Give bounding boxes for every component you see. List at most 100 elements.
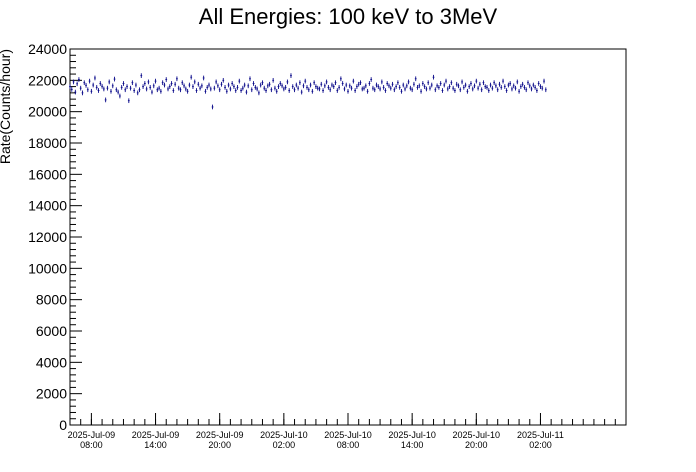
data-point xyxy=(192,84,194,89)
data-point xyxy=(480,87,483,93)
data-point xyxy=(363,85,365,91)
data-point xyxy=(165,77,168,82)
data-point xyxy=(95,85,98,90)
data-point xyxy=(268,81,271,87)
data-point xyxy=(452,85,455,91)
data-point xyxy=(544,87,547,93)
data-point xyxy=(331,82,333,88)
data-point xyxy=(352,78,355,84)
y-tick-label: 6000 xyxy=(36,323,67,339)
data-point xyxy=(347,88,349,94)
data-point xyxy=(468,84,471,89)
data-point xyxy=(238,78,241,84)
data-point xyxy=(313,80,316,86)
data-point xyxy=(127,98,130,104)
data-point xyxy=(432,74,435,80)
data-point xyxy=(509,81,512,86)
data-point xyxy=(359,80,362,86)
data-point xyxy=(498,81,501,87)
data-point xyxy=(525,87,528,93)
data-point xyxy=(186,88,189,94)
data-point xyxy=(478,81,481,87)
data-point xyxy=(409,85,412,91)
data-point xyxy=(72,79,75,85)
data-point xyxy=(136,90,139,96)
data-point xyxy=(218,87,221,93)
data-point xyxy=(110,88,112,94)
data-point xyxy=(200,83,203,89)
data-point xyxy=(113,76,116,82)
data-point xyxy=(523,85,526,90)
data-point xyxy=(418,83,421,89)
data-point xyxy=(486,85,488,90)
data-point xyxy=(475,78,478,84)
data-point xyxy=(315,84,317,89)
data-point xyxy=(416,85,419,90)
data-point xyxy=(541,85,544,91)
data-point xyxy=(202,75,205,81)
data-point xyxy=(345,82,348,88)
data-point xyxy=(206,85,209,90)
data-point xyxy=(405,83,408,89)
data-point xyxy=(291,84,294,89)
data-point xyxy=(495,83,497,89)
data-point xyxy=(236,85,239,90)
data-point xyxy=(427,80,430,86)
data-point xyxy=(368,81,371,86)
data-point xyxy=(334,80,337,86)
data-point xyxy=(181,80,184,86)
y-tick-label: 22000 xyxy=(28,72,67,88)
data-point xyxy=(184,86,187,92)
data-point xyxy=(131,80,134,86)
data-point xyxy=(117,89,120,95)
y-tick-label: 14000 xyxy=(28,198,67,214)
data-point xyxy=(332,84,335,89)
data-point xyxy=(528,83,531,89)
y-tick-label: 20000 xyxy=(28,104,67,120)
data-point xyxy=(288,88,291,93)
data-point xyxy=(138,87,141,93)
data-point xyxy=(534,85,537,90)
data-point xyxy=(386,81,389,86)
data-point xyxy=(306,85,308,90)
data-point xyxy=(519,84,522,89)
data-point xyxy=(145,86,148,92)
data-point xyxy=(111,83,114,89)
data-point xyxy=(92,82,95,88)
data-point xyxy=(106,85,109,91)
data-point xyxy=(167,86,169,92)
data-point xyxy=(149,85,152,90)
data-point xyxy=(300,89,303,95)
data-point xyxy=(120,85,123,90)
data-point xyxy=(156,87,159,93)
data-point xyxy=(407,79,410,85)
data-point xyxy=(309,82,312,88)
x-tick-label-time: 08:00 xyxy=(80,440,103,450)
y-axis-title: Rate(Counts/hour) xyxy=(0,49,13,164)
data-point xyxy=(322,88,324,93)
data-point xyxy=(143,81,146,86)
x-tick-label-date: 2025-Jul-10 xyxy=(324,430,372,440)
data-point xyxy=(391,81,394,87)
data-point xyxy=(357,81,360,87)
x-tick-label-date: 2025-Jul-09 xyxy=(132,430,180,440)
data-point xyxy=(339,76,342,82)
y-tick-label: 18000 xyxy=(28,135,67,151)
data-point xyxy=(241,85,244,91)
data-point xyxy=(78,77,80,82)
data-point xyxy=(302,83,305,89)
data-point xyxy=(482,80,485,86)
data-point xyxy=(118,93,121,99)
x-tick-label-date: 2025-Jul-10 xyxy=(260,430,308,440)
data-point xyxy=(256,86,259,92)
data-point xyxy=(491,85,494,91)
data-point xyxy=(275,88,278,94)
x-tick-label-time: 20:00 xyxy=(465,440,488,450)
data-point xyxy=(245,89,248,95)
data-point xyxy=(389,85,392,91)
y-tick-label: 0 xyxy=(59,417,67,433)
data-point xyxy=(225,88,228,94)
data-point xyxy=(471,86,474,92)
data-point xyxy=(402,82,405,88)
data-point xyxy=(338,85,340,90)
